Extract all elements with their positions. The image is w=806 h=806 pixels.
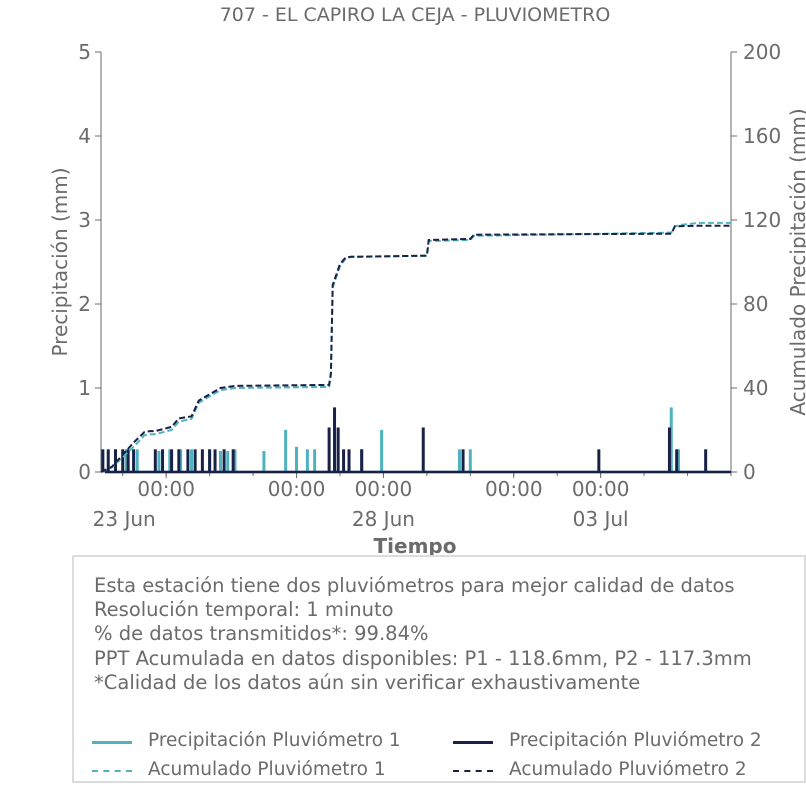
chart-axes: 0 1 2 3 4 5 0 40 80 120 160 200 00:00 00:00 00:00 00:00… <box>78 40 781 531</box>
y-tick-label: 2 <box>78 292 91 316</box>
y2-tick-label: 40 <box>743 376 768 400</box>
legend-label-acum2: Acumulado Pluviómetro 2 <box>509 759 747 780</box>
cumulative-line <box>100 224 731 473</box>
cumulative-line <box>100 221 731 473</box>
legend-swatch-p1 <box>92 741 132 744</box>
chart-marks <box>100 221 731 474</box>
y2-tick-label: 200 <box>743 40 781 64</box>
x-date-label: 03 Jul <box>573 507 629 531</box>
y-tick-label: 0 <box>78 460 91 484</box>
x-date-label: 23 Jun <box>93 507 156 531</box>
y-tick-label: 1 <box>78 376 91 400</box>
x-tick-label: 00:00 <box>137 477 195 501</box>
chart-title: 707 - EL CAPIRO LA CEJA - PLUVIOMETRO <box>220 4 611 26</box>
y-axis-label: Precipitación (mm) <box>48 167 72 356</box>
y2-tick-label: 0 <box>743 460 756 484</box>
legend-label-p2: Precipitación Pluviómetro 2 <box>509 730 762 751</box>
x-tick-label: 00:00 <box>572 477 630 501</box>
legend-swatch-acum2 <box>453 770 493 772</box>
x-tick-label: 00:00 <box>268 477 326 501</box>
y2-tick-label: 80 <box>743 292 768 316</box>
info-line: Esta estación tiene dos pluviómetros par… <box>94 574 735 597</box>
y2-axis-label: Acumulado Precipitación (mm) <box>786 108 806 415</box>
legend-swatch-acum1 <box>92 770 132 772</box>
y-tick-label: 5 <box>78 40 91 64</box>
info-line: PPT Acumulada en datos disponibles: P1 -… <box>94 646 752 670</box>
legend-label-p1: Precipitación Pluviómetro 1 <box>148 730 401 751</box>
info-line: *Calidad de los datos aún sin verificar … <box>94 670 641 694</box>
y-tick-label: 3 <box>78 208 91 232</box>
info-text: Esta estación tiene dos pluviómetros par… <box>94 574 752 695</box>
info-box: Esta estación tiene dos pluviómetros par… <box>72 555 806 783</box>
x-date-label: 28 Jun <box>352 507 415 531</box>
x-tick-label: 00:00 <box>485 477 543 501</box>
y2-tick-label: 160 <box>743 124 781 148</box>
y-tick-label: 4 <box>78 124 91 148</box>
info-line: Resolución temporal: 1 minuto <box>94 598 394 622</box>
x-tick-label: 00:00 <box>355 477 413 501</box>
x-axis-label: Tiempo <box>374 534 457 558</box>
legend-label-acum1: Acumulado Pluviómetro 1 <box>148 759 386 780</box>
legend-swatch-p2 <box>453 741 493 744</box>
y2-tick-label: 120 <box>743 208 781 232</box>
info-line: % de datos transmitidos*: 99.84% <box>94 622 429 646</box>
